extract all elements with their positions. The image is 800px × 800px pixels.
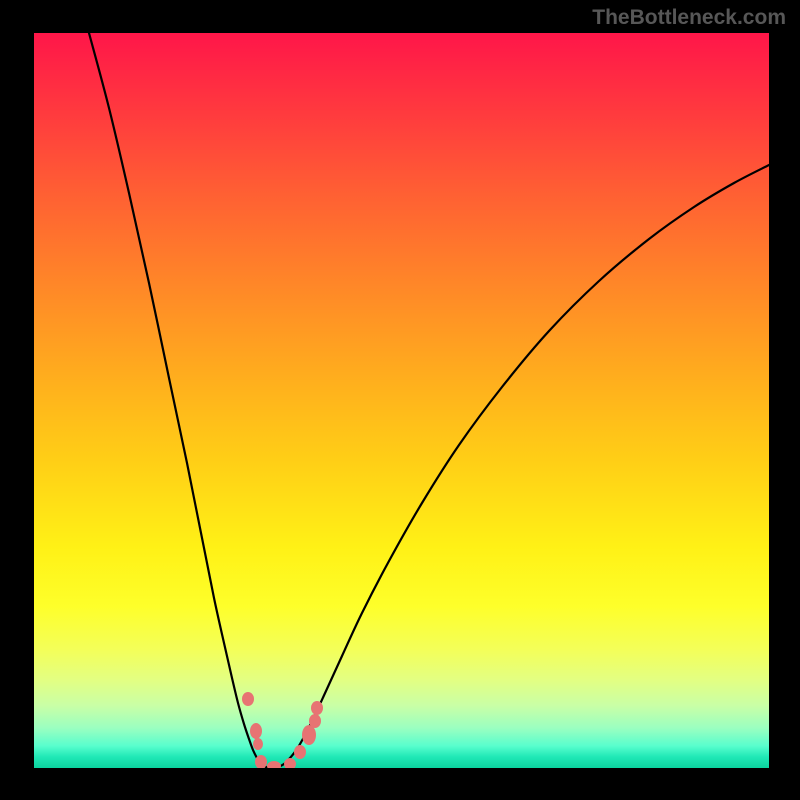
watermark-text: TheBottleneck.com <box>592 6 786 30</box>
plot-area <box>34 33 769 768</box>
data-marker <box>309 714 321 728</box>
data-marker <box>302 725 316 745</box>
data-marker <box>250 723 262 739</box>
data-marker <box>267 761 281 768</box>
chart-svg <box>34 33 769 768</box>
data-marker <box>242 692 254 706</box>
data-marker <box>294 745 306 759</box>
data-marker <box>253 738 263 750</box>
curve-left <box>89 33 272 768</box>
data-marker <box>284 758 296 768</box>
data-marker <box>311 701 323 715</box>
curve-right <box>272 165 769 768</box>
chart-container: TheBottleneck.com <box>0 0 800 800</box>
